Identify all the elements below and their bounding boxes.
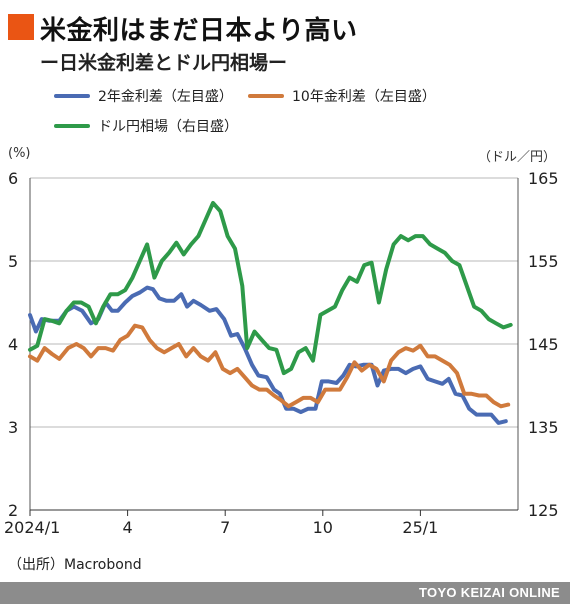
- legend-item-2y: 2年金利差（左目盛）: [54, 86, 233, 106]
- right-tick-label: 155: [528, 252, 559, 271]
- x-tick-label: 25/1: [402, 518, 438, 537]
- left-tick-label: 2: [8, 501, 18, 520]
- legend-label-usdjpy: ドル円相場（右目盛）: [98, 119, 238, 135]
- title-marker: [8, 14, 34, 40]
- x-tick-label: 4: [123, 518, 133, 537]
- legend-item-10y: 10年金利差（左目盛）: [248, 86, 436, 106]
- legend-label-2y: 2年金利差（左目盛）: [98, 89, 233, 105]
- series-line-10y-spread: [28, 323, 511, 409]
- right-tick-label: 145: [528, 335, 559, 354]
- footer-brand: TOYO KEIZAI ONLINE: [419, 585, 560, 600]
- x-tick-label: 10: [313, 518, 333, 537]
- left-tick-label: 6: [8, 169, 18, 188]
- series-line-2y-spread: [28, 285, 508, 425]
- x-tick-label: 7: [220, 518, 230, 537]
- chart-subtitle: ー日米金利差とドル円相場ー: [40, 52, 288, 74]
- right-axis-unit: （ドル／円）: [478, 150, 557, 165]
- right-tick-label: 135: [528, 418, 559, 437]
- left-tick-label: 3: [8, 418, 18, 437]
- legend-label-10y: 10年金利差（左目盛）: [292, 89, 436, 105]
- source-note: （出所）Macrobond: [8, 557, 142, 573]
- right-tick-label: 165: [528, 169, 559, 188]
- legend-item-usdjpy: ドル円相場（右目盛）: [54, 116, 238, 136]
- left-tick-label: 5: [8, 252, 18, 271]
- x-tick-label: 2024/1: [4, 518, 60, 537]
- legend-swatch-10y: [248, 94, 284, 98]
- right-tick-label: 125: [528, 501, 559, 520]
- chart-area: 2 3 4 5 6 125 135 145 155 165 2024/1 4 7 10 25/1: [4, 169, 559, 537]
- left-axis-unit: (%): [8, 146, 31, 161]
- footer-bar: TOYO KEIZAI ONLINE: [0, 582, 570, 604]
- series-line-usdjpy: [28, 200, 513, 376]
- legend-swatch-usdjpy: [54, 124, 90, 128]
- chart-title: 米金利はまだ日本より高い: [40, 16, 358, 46]
- legend-swatch-2y: [54, 94, 90, 98]
- left-tick-label: 4: [8, 335, 18, 354]
